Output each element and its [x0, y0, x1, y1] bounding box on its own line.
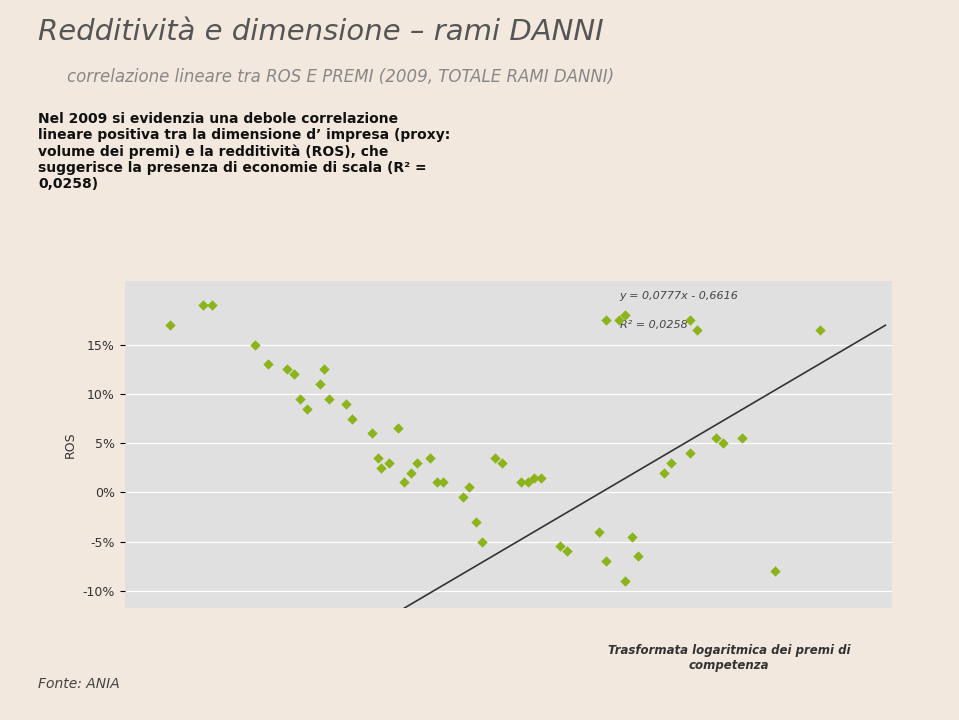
Point — [598, 315, 614, 326]
Text: Redditività e dimensione – rami DANNI: Redditività e dimensione – rami DANNI — [38, 18, 604, 46]
Point — [598, 555, 614, 567]
Text: R² = 0,0258: R² = 0,0258 — [620, 320, 688, 330]
Point — [631, 551, 646, 562]
Text: Fonte: ANIA: Fonte: ANIA — [38, 677, 120, 690]
Point — [715, 437, 731, 449]
Point — [403, 467, 418, 478]
Point — [624, 531, 640, 542]
Point — [767, 565, 783, 577]
Point — [592, 526, 607, 537]
Point — [344, 413, 360, 424]
Point — [487, 452, 503, 464]
Point — [618, 310, 633, 321]
Point — [514, 477, 529, 488]
Text: Trasformata logaritmica dei premi di
competenza: Trasformata logaritmica dei premi di com… — [608, 644, 850, 672]
Point — [381, 457, 396, 469]
Point — [339, 398, 354, 410]
Point — [195, 300, 210, 311]
Point — [494, 457, 509, 469]
Point — [618, 575, 633, 587]
Point — [292, 393, 308, 405]
Point — [611, 315, 626, 326]
Text: Nel 2009 si evidenzia una debole correlazione
lineare positiva tra la dimensione: Nel 2009 si evidenzia una debole correla… — [38, 112, 451, 191]
Point — [321, 393, 337, 405]
Point — [260, 359, 275, 370]
Y-axis label: ROS: ROS — [64, 431, 77, 458]
Point — [683, 447, 698, 459]
Point — [709, 433, 724, 444]
Point — [475, 536, 490, 547]
Point — [735, 433, 750, 444]
Point — [456, 492, 471, 503]
Text: y = 0,0777x - 0,6616: y = 0,0777x - 0,6616 — [620, 291, 738, 301]
Point — [435, 477, 451, 488]
Point — [468, 516, 483, 528]
Point — [373, 462, 388, 474]
Point — [461, 482, 477, 493]
Point — [316, 364, 331, 375]
Point — [409, 457, 425, 469]
Point — [812, 324, 828, 336]
Point — [299, 403, 315, 415]
Point — [429, 477, 444, 488]
Point — [663, 457, 678, 469]
Point — [520, 477, 535, 488]
Point — [533, 472, 549, 483]
Point — [690, 324, 705, 336]
Point — [312, 378, 327, 390]
Point — [657, 467, 672, 478]
Point — [423, 452, 438, 464]
Point — [683, 315, 698, 326]
Point — [370, 452, 386, 464]
Point — [286, 369, 301, 380]
Point — [559, 546, 574, 557]
Point — [204, 300, 220, 311]
Point — [552, 541, 568, 552]
Point — [397, 477, 412, 488]
Point — [247, 339, 263, 351]
Point — [364, 428, 380, 439]
Point — [526, 472, 542, 483]
Text: correlazione lineare tra ROS E PREMI (2009, TOTALE RAMI DANNI): correlazione lineare tra ROS E PREMI (20… — [67, 68, 615, 86]
Point — [390, 423, 406, 434]
Point — [279, 364, 294, 375]
Point — [162, 319, 177, 330]
